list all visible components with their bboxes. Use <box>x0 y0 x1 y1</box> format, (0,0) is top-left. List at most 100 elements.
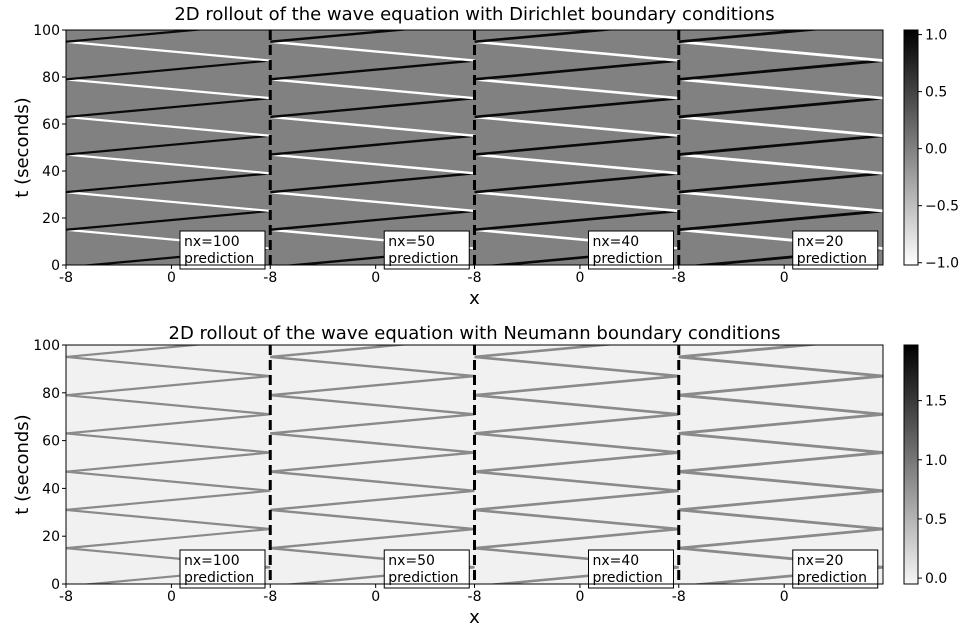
wave-front <box>474 470 679 493</box>
colorbar <box>903 29 919 266</box>
wave-front <box>66 209 271 231</box>
wave-front <box>474 190 679 213</box>
x-tick-label: -8 <box>672 589 686 605</box>
annotation-box <box>588 549 674 589</box>
wave-front <box>66 489 271 512</box>
wave-front <box>66 374 271 397</box>
y-tick-label: 20 <box>42 529 60 545</box>
annotation-box <box>179 549 266 589</box>
y-tick-label: 20 <box>42 211 60 227</box>
colorbar-tick-label: 0.5 <box>925 85 947 101</box>
wave-front <box>270 451 475 473</box>
wave-front <box>270 355 475 378</box>
x-tick-label: 0 <box>167 589 176 605</box>
wave-front <box>270 96 475 119</box>
wave-front <box>66 172 271 194</box>
wave-front <box>66 191 271 213</box>
x-tick-label: -8 <box>468 270 482 286</box>
wave-front <box>66 606 270 625</box>
annotation-box <box>792 549 879 589</box>
x-tick-label: -8 <box>59 589 73 605</box>
wave-front <box>474 413 679 435</box>
annotation-box <box>792 230 879 270</box>
y-tick-label: 100 <box>33 338 60 354</box>
wave-front <box>475 300 679 319</box>
chart-title: 2D rollout of the wave equation with Neu… <box>169 323 781 344</box>
colorbar-tick-label: 0.0 <box>925 142 947 158</box>
wave-front <box>474 78 679 100</box>
x-tick-label: -8 <box>59 270 73 286</box>
chart-title: 2D rollout of the wave equation with Dir… <box>174 4 774 25</box>
wave-front <box>474 393 679 416</box>
wave-front <box>678 355 883 378</box>
x-tick-label: 0 <box>371 270 380 286</box>
wave-front <box>679 606 883 625</box>
x-tick-label: 0 <box>575 270 584 286</box>
x-tick-label: -8 <box>468 589 482 605</box>
wave-front <box>270 606 474 625</box>
wave-front <box>475 606 679 625</box>
wave-front <box>679 286 883 305</box>
colorbar-tick-label: −1.0 <box>925 256 959 272</box>
y-tick-label: 60 <box>42 117 60 133</box>
y-tick-label: 0 <box>51 577 60 593</box>
x-tick-label: -8 <box>263 589 277 605</box>
x-tick-label: 0 <box>167 270 176 286</box>
wave-front <box>678 59 883 81</box>
axes-frame <box>65 29 884 266</box>
annotation-box <box>383 549 470 589</box>
wave-front <box>475 286 679 305</box>
wave-front <box>474 209 679 232</box>
wave-front <box>474 40 679 62</box>
colorbar-tick-label: −0.5 <box>925 199 959 215</box>
y-tick-label: 40 <box>42 481 60 497</box>
annotation: prediction <box>184 570 254 586</box>
y-tick-label: 0 <box>51 258 60 274</box>
wave-front <box>678 134 883 156</box>
wave-front <box>678 209 883 232</box>
wave-front <box>678 470 883 493</box>
wave-front <box>474 96 679 119</box>
annotation: nx=40 <box>593 234 640 250</box>
wave-front <box>270 374 475 397</box>
wave-front <box>679 300 883 319</box>
wave-front <box>66 97 271 119</box>
wave-front <box>270 78 475 100</box>
wave-front <box>270 172 475 194</box>
wave-front <box>474 355 679 378</box>
wave-front <box>66 413 271 435</box>
colorbar-tick-label: 1.0 <box>925 453 947 469</box>
wave-front <box>66 451 271 473</box>
wave-front <box>678 153 883 175</box>
wave-front <box>678 527 883 550</box>
wave-front <box>474 508 679 531</box>
wave-front <box>270 527 475 550</box>
wave-front <box>66 394 271 416</box>
colorbar-tick-label: 0.0 <box>925 571 947 587</box>
wave-front <box>66 78 271 100</box>
wave-front <box>678 432 883 454</box>
wave-front <box>678 412 883 435</box>
annotation: prediction <box>593 251 663 267</box>
y-axis-label: t (seconds) <box>12 97 33 197</box>
wave-front <box>270 489 475 512</box>
wave-front <box>270 40 475 62</box>
y-axis-label: t (seconds) <box>12 414 33 514</box>
colorbar-tick-label: 1.0 <box>925 28 947 44</box>
wave-front <box>474 345 617 359</box>
wave-front <box>678 96 883 119</box>
wave-front <box>678 30 822 44</box>
wave-front <box>678 374 883 397</box>
wave-front <box>66 286 270 305</box>
wave-front <box>66 30 206 43</box>
annotation: nx=100 <box>184 234 240 250</box>
x-tick-label: -8 <box>263 270 277 286</box>
wave-front <box>270 209 475 231</box>
colorbar-tick-label: 0.5 <box>925 512 947 528</box>
wave-front <box>474 527 679 550</box>
wave-front <box>66 300 270 319</box>
wave-front <box>270 432 475 454</box>
wave-layer <box>66 30 883 305</box>
wave-front <box>270 134 475 156</box>
wave-front <box>678 190 883 213</box>
